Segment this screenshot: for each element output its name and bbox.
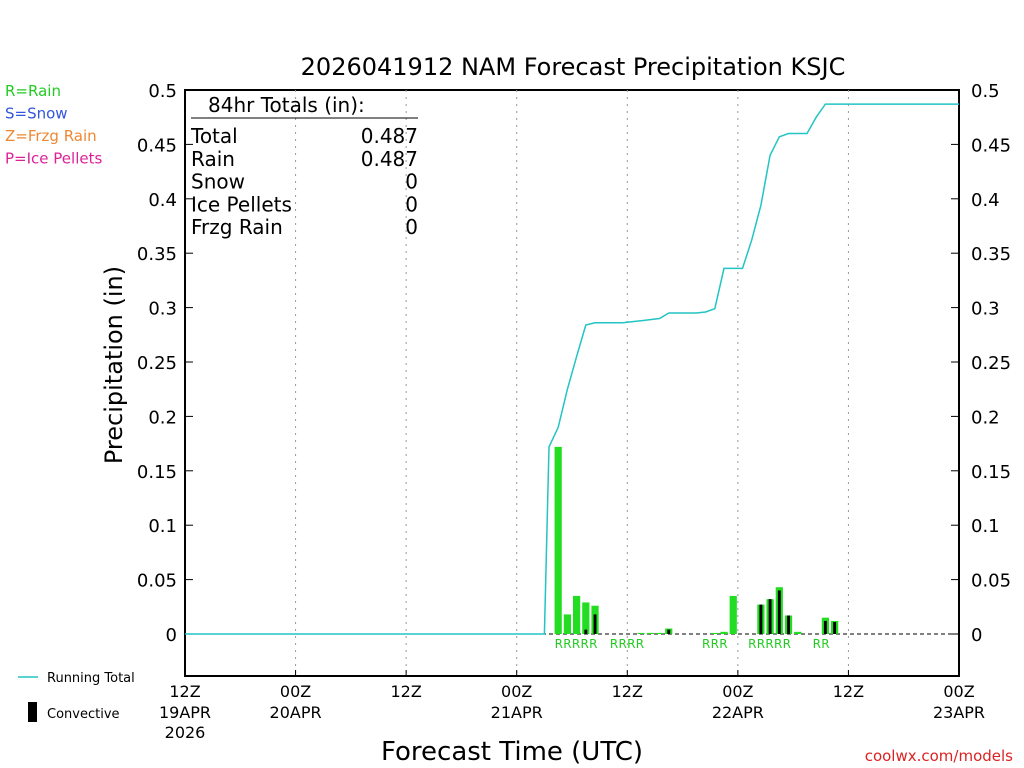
- x-tick-time: 12Z: [833, 682, 864, 701]
- totals-row-label: Rain: [191, 147, 235, 171]
- y-tick-label: 0.45: [137, 135, 177, 156]
- y-tick-label: 0.3: [148, 299, 177, 320]
- precip-bar: [646, 632, 654, 634]
- totals-row-value: 0.487: [361, 124, 418, 148]
- precip-bar: [554, 446, 562, 634]
- y-tick-label-right: 0.15: [971, 462, 1011, 483]
- y-tick-label: 0.25: [137, 353, 177, 374]
- precip-bar: [729, 595, 737, 634]
- convective-bar: [593, 614, 597, 634]
- y-axis-right: 0 0.05 0.1 0.15 0.2 0.25 0.3 0.35 0.4 0.45 0.5: [951, 81, 1011, 646]
- x-tick-year: 2026: [165, 723, 206, 742]
- y-tick-label-right: 0.25: [971, 353, 1011, 374]
- convective-bar: [667, 629, 671, 634]
- precip-bar: [637, 632, 645, 634]
- precip-bar: [711, 632, 719, 634]
- legend-item: R=Rain: [5, 82, 61, 100]
- y-tick-label-right: 0.05: [971, 571, 1011, 592]
- totals-row-label: Ice Pellets: [191, 192, 292, 216]
- convective-bar: [777, 590, 781, 634]
- legend-item: Z=Frzg Rain: [5, 127, 97, 145]
- precip-bars: [554, 446, 839, 634]
- y-tick-label: 0.5: [148, 81, 177, 102]
- convective-legend-label: Convective: [47, 707, 120, 722]
- x-tick-time: 00Z: [722, 682, 753, 701]
- precip-type-label: RRR: [702, 637, 728, 651]
- totals-row-value: 0: [405, 170, 418, 194]
- x-tick-time: 12Z: [612, 682, 643, 701]
- x-axis-label: Forecast Time (UTC): [381, 737, 643, 767]
- y-axis-label: Precipitation (in): [100, 266, 128, 464]
- precip-bar: [563, 614, 571, 634]
- x-tick-time: 00Z: [280, 682, 311, 701]
- x-tick-date: 22APR: [712, 703, 764, 722]
- precip-bar: [794, 631, 802, 634]
- precip-bar: [720, 631, 728, 634]
- totals-row-label: Snow: [191, 170, 245, 194]
- running-total-legend-label: Running Total: [47, 671, 135, 686]
- y-tick-label-right: 0: [971, 625, 982, 646]
- y-tick-label: 0.1: [148, 516, 177, 537]
- legend-item: P=Ice Pellets: [5, 150, 102, 168]
- y-tick-label-right: 0.5: [971, 81, 1000, 102]
- x-tick-date: 19APR: [159, 703, 211, 722]
- x-tick-time: 12Z: [390, 682, 421, 701]
- y-axis-left: 0 0.05 0.1 0.15 0.2 0.25 0.3 0.35 0.4 0.45 0.5: [137, 81, 193, 646]
- precip-type-label: RR: [813, 637, 830, 651]
- precip-type-legend: R=Rain S=Snow Z=Frzg Rain P=Ice Pellets: [5, 82, 102, 168]
- chart-title: 2026041912 NAM Forecast Precipitation KS…: [301, 53, 846, 81]
- totals-box: 84hr Totals (in): Total 0.487 Rain 0.487 Snow…: [190, 93, 418, 239]
- totals-row-value: 0: [405, 192, 418, 216]
- running-total: [185, 103, 959, 635]
- precip-bar: [573, 595, 581, 634]
- totals-row-value: 0.487: [361, 147, 418, 171]
- x-tick-date: 21APR: [491, 703, 543, 722]
- x-tick-time: 12Z: [169, 682, 200, 701]
- convective-bar: [787, 615, 790, 634]
- y-tick-label-right: 0.35: [971, 244, 1011, 265]
- y-tick-label-right: 0.4: [971, 190, 1000, 211]
- y-tick-label: 0.35: [137, 244, 177, 265]
- convective-bar: [584, 629, 588, 634]
- precip-type-label: RRRR: [610, 637, 645, 651]
- totals-row-label: Frzg Rain: [191, 215, 283, 239]
- convective-bar: [823, 620, 827, 634]
- precip-type-label: RRRRR: [748, 637, 791, 651]
- y-tick-label-right: 0.3: [971, 299, 1000, 320]
- x-tick-date: 20APR: [270, 703, 322, 722]
- precip-bar: [655, 632, 664, 634]
- x-tick-time: 00Z: [501, 682, 532, 701]
- y-tick-label: 0.15: [137, 462, 177, 483]
- y-tick-label: 0: [166, 625, 177, 646]
- x-tick-time: 00Z: [943, 682, 974, 701]
- totals-header: 84hr Totals (in):: [208, 93, 365, 117]
- y-tick-label-right: 0.1: [971, 516, 1000, 537]
- watermark: coolwx.com/models: [865, 747, 1013, 765]
- convective-bar: [833, 622, 837, 634]
- totals-row-value: 0: [405, 215, 418, 239]
- y-tick-label: 0.05: [137, 571, 177, 592]
- precip-bar: [582, 602, 590, 634]
- y-tick-label-right: 0.45: [971, 135, 1011, 156]
- convective-bar: [759, 604, 763, 634]
- y-tick-label: 0.2: [148, 407, 177, 428]
- convective-legend-swatch: [28, 702, 37, 722]
- precip-type-label: RRRRR: [555, 637, 598, 651]
- running-total-line: [185, 103, 959, 635]
- y-tick-label: 0.4: [148, 190, 177, 211]
- legend-item: S=Snow: [5, 105, 68, 123]
- bottom-legend: Running Total Convective: [18, 671, 135, 722]
- gridlines: [185, 90, 959, 676]
- totals-row-label: Total: [190, 124, 238, 148]
- convective-bar: [768, 599, 772, 634]
- precip-type-labels: RRRRR RRRR RRR RRRRR RR: [555, 637, 830, 651]
- y-tick-label-right: 0.2: [971, 407, 1000, 428]
- x-tick-date: 23APR: [933, 703, 985, 722]
- plot-frame: [184, 89, 960, 677]
